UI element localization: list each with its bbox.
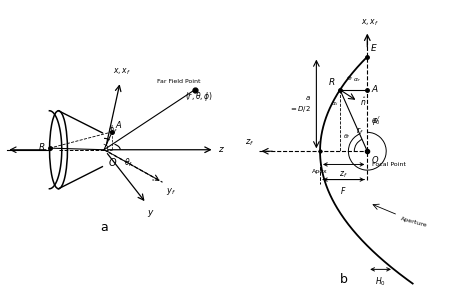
Text: $\hat{n}$: $\hat{n}$ [360, 95, 367, 108]
Text: $a$
$=D/2$: $a$ $=D/2$ [289, 94, 311, 114]
Text: $\theta_f$: $\theta_f$ [346, 74, 354, 83]
Text: Focal Point: Focal Point [372, 162, 406, 167]
Text: $\theta_f$: $\theta_f$ [124, 157, 133, 169]
Text: $H_0$: $H_0$ [375, 275, 386, 287]
Text: a: a [100, 221, 108, 234]
Text: Apex: Apex [312, 169, 328, 174]
Text: $R$: $R$ [328, 76, 335, 87]
Text: Aperture: Aperture [401, 216, 428, 228]
Text: $z$: $z$ [218, 145, 225, 154]
Text: $y_f$: $y_f$ [166, 185, 176, 197]
Text: $R$: $R$ [38, 141, 46, 152]
Text: $\theta_f$: $\theta_f$ [344, 132, 351, 141]
Text: b: b [340, 273, 347, 286]
Text: $(r, \theta, \phi)$: $(r, \theta, \phi)$ [185, 90, 213, 103]
Text: $y$: $y$ [147, 208, 155, 219]
Text: $F$: $F$ [340, 185, 347, 196]
Text: $z_f$: $z_f$ [339, 169, 348, 180]
Text: $A$: $A$ [371, 83, 379, 94]
Text: $\rho'$: $\rho'$ [372, 114, 381, 127]
Text: $r_f$: $r_f$ [356, 125, 364, 137]
Text: $\theta_0$: $\theta_0$ [371, 116, 380, 127]
Text: $O$: $O$ [108, 156, 117, 168]
Text: $E$: $E$ [370, 42, 378, 53]
Text: $z_f$: $z_f$ [245, 138, 254, 148]
Text: $\alpha_r$: $\alpha_r$ [353, 76, 361, 84]
Text: $A$: $A$ [115, 119, 123, 130]
Text: $O$: $O$ [371, 154, 379, 165]
Text: $\alpha_i$: $\alpha_i$ [331, 100, 338, 108]
Text: $\phi_f$: $\phi_f$ [108, 123, 118, 136]
Text: Far Field Point: Far Field Point [157, 79, 201, 84]
Text: $x, x_f$: $x, x_f$ [113, 66, 131, 76]
Text: $z_f$: $z_f$ [0, 138, 1, 148]
Text: $x, x_f$: $x, x_f$ [361, 18, 379, 28]
